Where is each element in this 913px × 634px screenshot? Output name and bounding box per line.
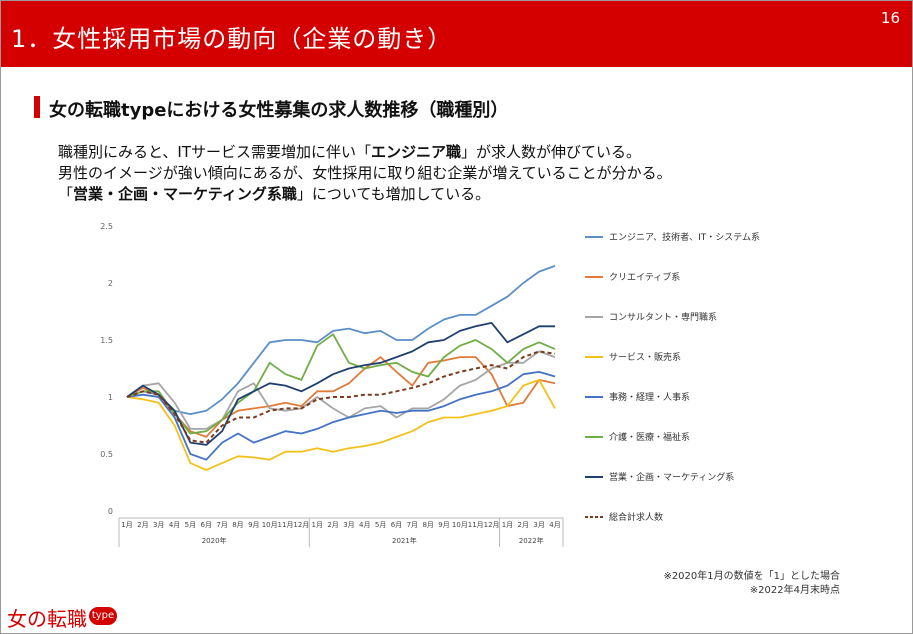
- x-tick-label: 7月: [216, 521, 227, 529]
- x-tick-label: 12月: [484, 521, 500, 529]
- x-tick-label: 9月: [248, 521, 259, 529]
- series-line-1: [126, 265, 556, 416]
- year-label: 2021年: [392, 536, 417, 545]
- x-tick-label: 4月: [549, 521, 560, 529]
- legend-label: サービス・販売系: [609, 351, 681, 363]
- x-tick-label: 3月: [343, 521, 354, 529]
- x-tick-label: 11月: [468, 521, 484, 529]
- legend-label: コンサルタント・専門職系: [609, 311, 717, 323]
- brand-logo: 女の転職: [7, 607, 87, 631]
- note-date: ※2022年4月末時点: [749, 585, 840, 596]
- x-tick-label: 8月: [232, 521, 243, 529]
- x-tick-label: 6月: [201, 521, 212, 529]
- x-tick-label: 4月: [359, 521, 370, 529]
- x-tick-label: 6月: [391, 521, 402, 529]
- line-chart: 00.511.522.51月 2月 3月 4月 5月 6月 7月 8月 9月 10月 11月 12月 1…: [100, 222, 760, 547]
- legend-label: エンジニア、技術者、IT・システム系: [609, 231, 760, 243]
- description-line-3: 「営業・企画・マーケティング系職」についても増加している。: [58, 185, 491, 203]
- y-tick-label: 0: [108, 507, 113, 516]
- year-label: 2020年: [202, 536, 227, 545]
- x-tick-label: 5月: [185, 521, 196, 529]
- x-tick-label: 5月: [375, 521, 386, 529]
- subtitle-accent-bar: [34, 96, 40, 118]
- header-bar: 1．女性採用市場の動向（企業の動き） 16: [1, 1, 912, 67]
- x-tick-label: 2月: [137, 521, 148, 529]
- legend-label: 総合計求人数: [609, 511, 663, 523]
- series-line-3: [126, 350, 556, 430]
- legend-label: 営業・企画・マーケティング系: [609, 471, 734, 483]
- series-line-4: [126, 378, 556, 471]
- x-tick-label: 3月: [153, 521, 164, 529]
- legend-label: 事務・経理・人事系: [609, 391, 690, 403]
- x-tick-label: 11月: [278, 521, 294, 529]
- x-tick-label: 3月: [533, 521, 544, 529]
- brand-logo-badge: type: [89, 607, 117, 625]
- x-tick-label: 8月: [422, 521, 433, 529]
- series-line-8: [126, 350, 556, 444]
- series-line-7: [126, 321, 555, 446]
- x-tick-label: 10月: [262, 521, 278, 529]
- legend-label: 介護・医療・福祉系: [609, 431, 690, 443]
- page-number: 16: [880, 9, 900, 27]
- legend-label: クリエイティブ系: [609, 271, 680, 283]
- description-text: 職種別にみると、ITサービス需要増加に伴い「エンジニア職」が求人数が伸びている。…: [58, 142, 672, 205]
- x-tick-label: 1月: [311, 521, 322, 529]
- section-subtitle: 女の転職typeにおける女性募集の求人数推移（職種別）: [49, 100, 509, 121]
- x-tick-label: 2月: [327, 521, 338, 529]
- x-tick-label: 12月: [293, 521, 309, 529]
- page-title: 1．女性採用市場の動向（企業の動き）: [11, 25, 453, 53]
- note-baseline: ※2020年1月の数値を「1」とした場合: [663, 571, 840, 582]
- x-tick-label: 1月: [121, 521, 132, 529]
- x-tick-label: 1月: [502, 521, 513, 529]
- x-tick-label: 10月: [452, 521, 468, 529]
- series-line-2: [126, 356, 556, 438]
- emphasis-engineer: エンジニア職: [371, 143, 462, 161]
- y-tick-label: 1.5: [100, 336, 113, 345]
- y-tick-label: 2.5: [100, 222, 113, 231]
- series-line-5: [126, 370, 556, 461]
- x-tick-label: 4月: [169, 521, 180, 529]
- y-tick-label: 0.5: [100, 450, 113, 459]
- year-label: 2022年: [519, 536, 544, 545]
- x-tick-label: 2月: [518, 521, 529, 529]
- y-tick-label: 1: [108, 393, 113, 402]
- x-tick-label: 9月: [438, 521, 449, 529]
- description-line-2: 男性のイメージが強い傾向にあるが、女性採用に取り組む企業が増えていることが分かる…: [58, 164, 672, 182]
- y-tick-label: 2: [108, 279, 113, 288]
- x-tick-label: 7月: [407, 521, 418, 529]
- description-line-1: 職種別にみると、ITサービス需要増加に伴い「エンジニア職」が求人数が伸びている。: [58, 143, 642, 161]
- emphasis-sales: 営業・企画・マーケティング系職: [73, 185, 297, 203]
- series-line-6: [126, 333, 556, 435]
